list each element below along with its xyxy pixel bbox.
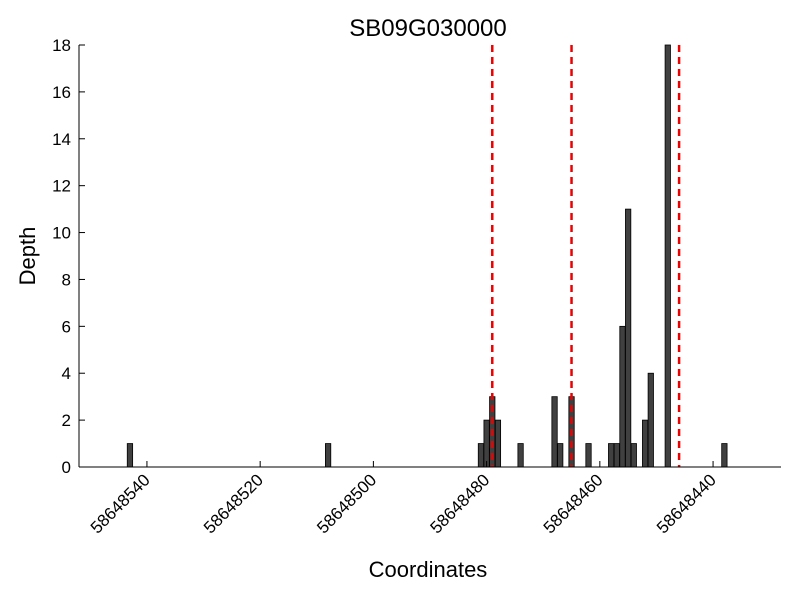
y-tick-label: 6	[62, 317, 71, 336]
x-tick-label: 58648480	[427, 470, 494, 537]
y-tick-label: 18	[52, 36, 71, 55]
bar	[721, 443, 728, 468]
bar	[630, 443, 637, 468]
bar	[625, 208, 632, 468]
x-tick-label: 58648460	[540, 470, 607, 537]
bar	[619, 325, 626, 468]
x-tick-label: 58648500	[313, 470, 380, 537]
x-ticks: 58648540 58648520 58648500 58648480 58648460…	[87, 461, 720, 537]
bar	[325, 443, 332, 468]
bar	[494, 419, 502, 468]
bar	[551, 396, 558, 468]
bar	[664, 44, 671, 468]
markers-group	[491, 45, 681, 467]
bar	[126, 443, 134, 468]
bar	[477, 443, 485, 468]
x-tick-label: 58648540	[87, 470, 154, 537]
chart-title: SB09G030000	[349, 15, 506, 42]
y-ticks: 0 2 4 6 8 10 12 14 16 18	[52, 36, 85, 477]
bar	[647, 372, 654, 468]
bar	[483, 419, 490, 468]
bar	[557, 443, 564, 468]
y-tick-label: 4	[62, 364, 71, 383]
y-tick-label: 2	[62, 411, 71, 430]
bar	[608, 443, 615, 468]
x-tick-label: 58648520	[200, 470, 267, 537]
x-axis-label: Coordinates	[369, 557, 488, 582]
y-tick-label: 10	[52, 224, 71, 243]
y-tick-label: 8	[62, 270, 71, 289]
y-axis-label: Depth	[15, 227, 40, 286]
y-tick-label: 14	[52, 130, 71, 149]
y-tick-label: 16	[52, 83, 71, 102]
bars-group	[126, 44, 728, 468]
axes	[78, 45, 781, 468]
y-tick-label: 0	[62, 458, 71, 477]
y-tick-label: 12	[52, 177, 71, 196]
x-tick-label: 58648440	[653, 470, 720, 537]
bar	[642, 419, 649, 468]
bar	[613, 443, 620, 468]
bar	[585, 443, 592, 468]
bar	[517, 443, 524, 468]
